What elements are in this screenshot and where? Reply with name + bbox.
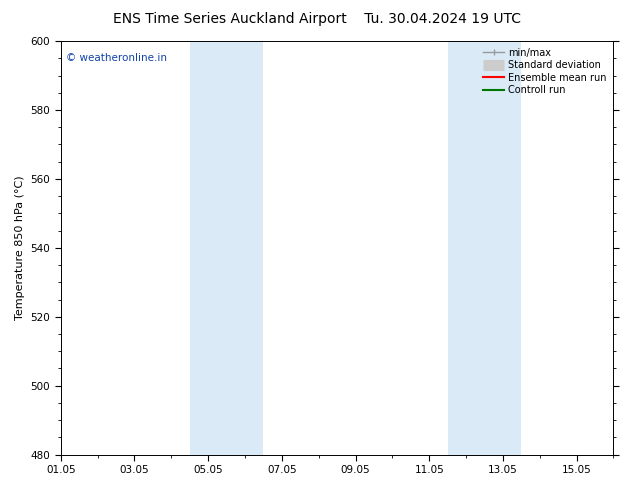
Y-axis label: Temperature 850 hPa (°C): Temperature 850 hPa (°C) xyxy=(15,175,25,320)
Text: © weatheronline.in: © weatheronline.in xyxy=(66,53,167,64)
Bar xyxy=(448,41,521,455)
Legend: min/max, Standard deviation, Ensemble mean run, Controll run: min/max, Standard deviation, Ensemble me… xyxy=(481,46,609,97)
Text: ENS Time Series Auckland Airport    Tu. 30.04.2024 19 UTC: ENS Time Series Auckland Airport Tu. 30.… xyxy=(113,12,521,26)
Bar xyxy=(190,41,263,455)
